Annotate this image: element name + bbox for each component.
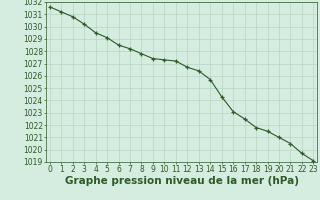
X-axis label: Graphe pression niveau de la mer (hPa): Graphe pression niveau de la mer (hPa): [65, 176, 299, 186]
